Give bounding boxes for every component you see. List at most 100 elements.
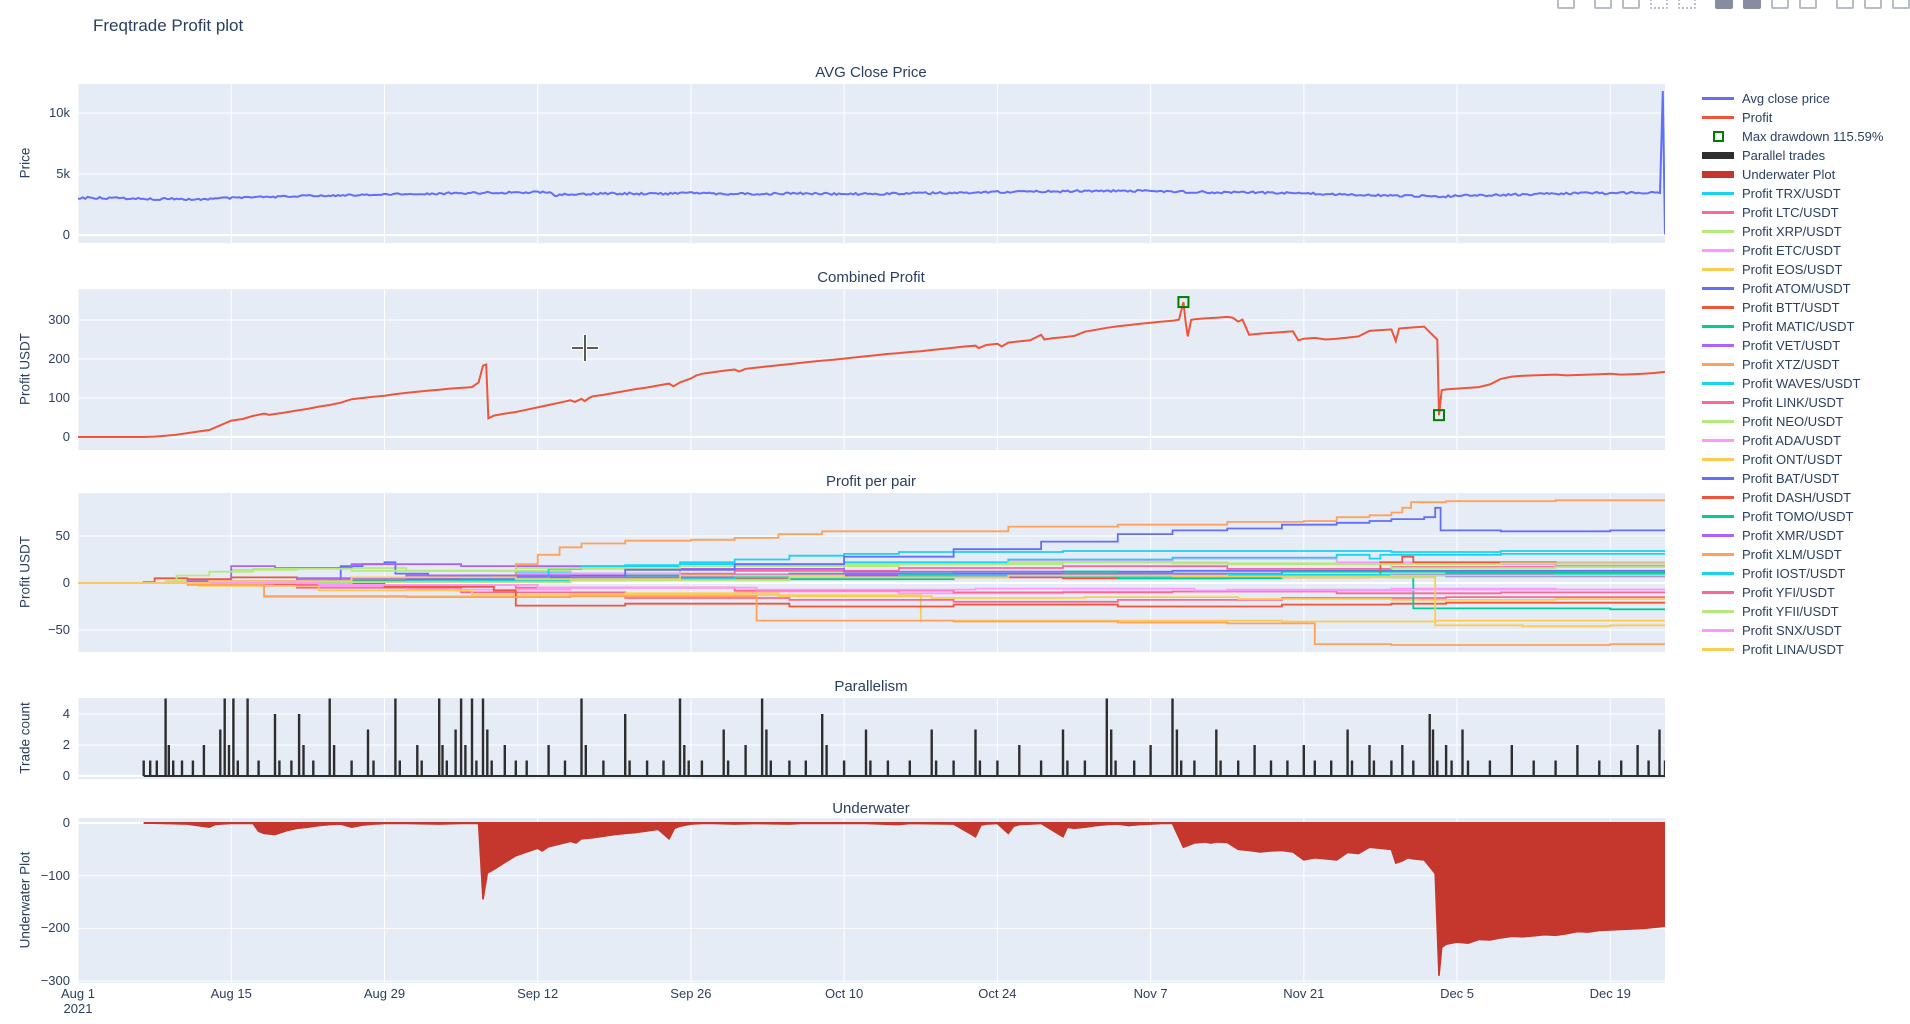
download-plot-camera-icon[interactable] xyxy=(1557,0,1575,9)
legend-item-profit-eos-usdt[interactable]: Profit EOS/USDT xyxy=(1701,260,1883,279)
x-tick-label: Dec 19 xyxy=(1589,986,1631,1001)
y-tick-label: −50 xyxy=(47,622,70,637)
legend-item-label: Profit WAVES/USDT xyxy=(1742,376,1861,391)
series-profit-neo-usdt xyxy=(78,561,1665,584)
plot-area-1[interactable] xyxy=(78,289,1665,450)
legend-item-label: Parallel trades xyxy=(1742,148,1826,163)
legend-item-profit-waves-usdt[interactable]: Profit WAVES/USDT xyxy=(1701,374,1883,393)
legend-swatch-icon xyxy=(1701,439,1735,442)
legend-item-profit-ont-usdt[interactable]: Profit ONT/USDT xyxy=(1701,450,1883,469)
legend-swatch-icon xyxy=(1701,152,1735,159)
legend-item-label: Profit ETC/USDT xyxy=(1742,243,1841,258)
x-tick-label: Aug 29 xyxy=(363,986,406,1001)
series-avg-close-price xyxy=(78,90,1665,235)
legend-item-profit-atom-usdt[interactable]: Profit ATOM/USDT xyxy=(1701,279,1883,298)
legend-item-label: Profit SNX/USDT xyxy=(1742,623,1842,638)
page-title: Freqtrade Profit plot xyxy=(93,16,244,35)
legend-item-max-drawdown-115-59-[interactable]: Max drawdown 115.59% xyxy=(1701,127,1883,146)
series-profit-dash-usdt xyxy=(78,582,1665,608)
series-profit-xlm-usdt xyxy=(78,582,1665,646)
y-tick-label: 2 xyxy=(62,737,70,752)
legend-item-profit-xlm-usdt[interactable]: Profit XLM/USDT xyxy=(1701,545,1883,564)
legend-item-profit-link-usdt[interactable]: Profit LINK/USDT xyxy=(1701,393,1883,412)
legend-swatch-icon xyxy=(1701,401,1735,404)
x-tick-label: Nov 21 xyxy=(1283,986,1325,1001)
box-select-icon[interactable] xyxy=(1650,0,1668,9)
legend-item-profit-vet-usdt[interactable]: Profit VET/USDT xyxy=(1701,336,1883,355)
legend-item-profit-iost-usdt[interactable]: Profit IOST/USDT xyxy=(1701,564,1883,583)
legend-item-label: Profit YFI/USDT xyxy=(1742,585,1835,600)
hover-compare-icon[interactable] xyxy=(1892,0,1910,9)
legend-square-marker-icon xyxy=(1701,131,1735,142)
legend-item-label: Profit BAT/USDT xyxy=(1742,471,1840,486)
legend-item-label: Max drawdown 115.59% xyxy=(1742,129,1884,144)
legend-swatch-icon xyxy=(1701,344,1735,347)
zoom-out-icon[interactable] xyxy=(1743,0,1761,9)
zoom-icon[interactable] xyxy=(1594,0,1612,9)
legend-swatch-icon xyxy=(1701,116,1735,119)
legend-item-profit-yfi-usdt[interactable]: Profit YFI/USDT xyxy=(1701,583,1883,602)
legend-item-profit-snx-usdt[interactable]: Profit SNX/USDT xyxy=(1701,621,1883,640)
legend-item-label: Profit DASH/USDT xyxy=(1742,490,1852,505)
legend-item-profit-etc-usdt[interactable]: Profit ETC/USDT xyxy=(1701,241,1883,260)
lasso-select-icon[interactable] xyxy=(1678,0,1696,9)
legend-item-profit-matic-usdt[interactable]: Profit MATIC/USDT xyxy=(1701,317,1883,336)
legend-item-profit-bat-usdt[interactable]: Profit BAT/USDT xyxy=(1701,469,1883,488)
toggle-spikelines-icon[interactable] xyxy=(1836,0,1854,9)
legend-item-profit-trx-usdt[interactable]: Profit TRX/USDT xyxy=(1701,184,1883,203)
legend-swatch-icon xyxy=(1701,363,1735,366)
legend-item-parallel-trades[interactable]: Parallel trades xyxy=(1701,146,1883,165)
legend-item-label: Profit ONT/USDT xyxy=(1742,452,1843,467)
legend-item-label: Profit LINA/USDT xyxy=(1742,642,1844,657)
legend-item-label: Profit YFII/USDT xyxy=(1742,604,1839,619)
legend-item-profit-dash-usdt[interactable]: Profit DASH/USDT xyxy=(1701,488,1883,507)
hover-closest-icon[interactable] xyxy=(1864,0,1882,9)
legend-swatch-icon xyxy=(1701,249,1735,252)
legend-swatch-icon xyxy=(1701,171,1735,178)
series-profit-lina-usdt xyxy=(78,574,1665,628)
y-tick-label: 200 xyxy=(48,351,70,366)
legend-swatch-icon xyxy=(1701,591,1735,594)
legend-item-profit-ada-usdt[interactable]: Profit ADA/USDT xyxy=(1701,431,1883,450)
zoom-in-icon[interactable] xyxy=(1715,0,1733,9)
x-tick-year-label: 2021 xyxy=(63,1001,93,1016)
autoscale-icon[interactable] xyxy=(1771,0,1789,9)
legend-item-profit-yfii-usdt[interactable]: Profit YFII/USDT xyxy=(1701,602,1883,621)
legend-swatch-icon xyxy=(1701,306,1735,309)
x-tick-label: Oct 24 xyxy=(978,986,1017,1001)
legend-item-label: Profit ATOM/USDT xyxy=(1742,281,1851,296)
legend-item-profit-neo-usdt[interactable]: Profit NEO/USDT xyxy=(1701,412,1883,431)
plot-area-0[interactable] xyxy=(78,84,1665,243)
legend-item-profit-xmr-usdt[interactable]: Profit XMR/USDT xyxy=(1701,526,1883,545)
legend-item-underwater-plot[interactable]: Underwater Plot xyxy=(1701,165,1883,184)
legend-item-profit-btt-usdt[interactable]: Profit BTT/USDT xyxy=(1701,298,1883,317)
subplot-title-avg-close-price: AVG Close Price xyxy=(815,64,927,81)
legend-item-label: Profit TOMO/USDT xyxy=(1742,509,1854,524)
y-tick-label: 300 xyxy=(48,312,70,327)
legend-item-profit-lina-usdt[interactable]: Profit LINA/USDT xyxy=(1701,640,1883,659)
legend-item-label: Profit IOST/USDT xyxy=(1742,566,1846,581)
y-tick-label: −200 xyxy=(40,920,70,936)
legend-swatch-icon xyxy=(1701,553,1735,556)
legend-item-profit-ltc-usdt[interactable]: Profit LTC/USDT xyxy=(1701,203,1883,222)
series-profit-bat-usdt xyxy=(78,506,1665,584)
legend-item-profit-xrp-usdt[interactable]: Profit XRP/USDT xyxy=(1701,222,1883,241)
legend-item-profit-xtz-usdt[interactable]: Profit XTZ/USDT xyxy=(1701,355,1883,374)
max-drawdown-marker-1 xyxy=(1432,409,1445,422)
legend-item-avg-close-price[interactable]: Avg close price xyxy=(1701,89,1883,108)
legend-item-label: Profit XTZ/USDT xyxy=(1742,357,1840,372)
legend-item-label: Avg close price xyxy=(1742,91,1830,106)
y-tick-label: 5k xyxy=(56,166,70,181)
legend-item-profit[interactable]: Profit xyxy=(1701,108,1883,127)
legend-item-label: Underwater Plot xyxy=(1742,167,1836,182)
y-tick-label: 4 xyxy=(62,706,70,721)
legend-swatch-icon xyxy=(1701,97,1735,100)
reset-axes-icon[interactable] xyxy=(1799,0,1817,9)
legend-item-profit-tomo-usdt[interactable]: Profit TOMO/USDT xyxy=(1701,507,1883,526)
pan-icon[interactable] xyxy=(1622,0,1640,9)
subplot-title-combined-profit: Combined Profit xyxy=(817,269,925,286)
legend-swatch-icon xyxy=(1701,268,1735,271)
legend-swatch-icon xyxy=(1701,458,1735,461)
subplot-title-underwater: Underwater xyxy=(832,800,910,817)
